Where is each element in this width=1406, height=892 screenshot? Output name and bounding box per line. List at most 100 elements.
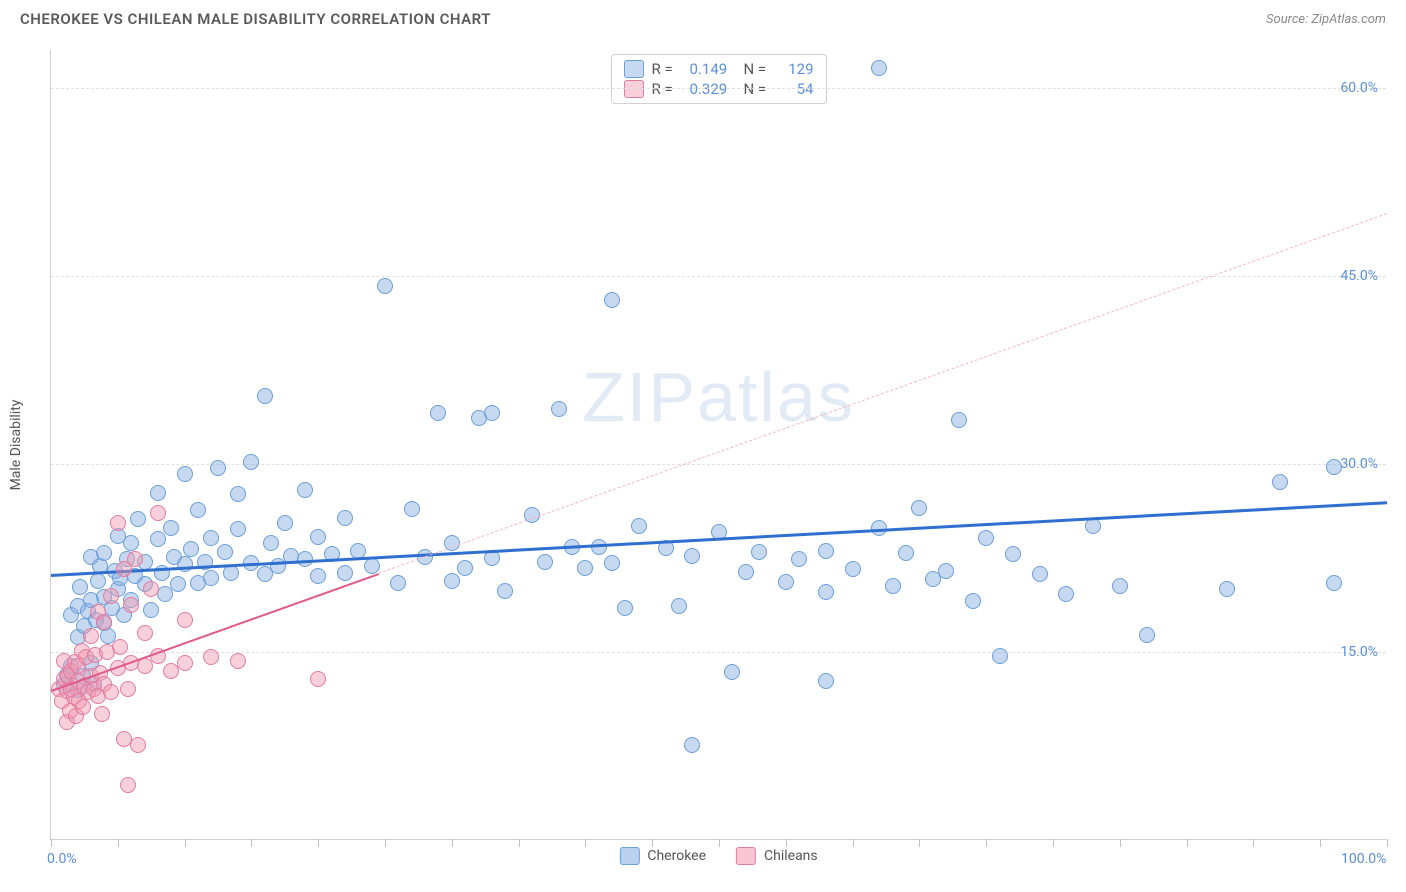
- data-point: [277, 515, 293, 531]
- x-tick: [1387, 839, 1388, 847]
- data-point: [537, 554, 553, 570]
- data-point: [210, 460, 226, 476]
- data-point: [1139, 627, 1155, 643]
- grid-line: [51, 88, 1386, 89]
- data-point: [137, 625, 153, 641]
- data-point: [1112, 578, 1128, 594]
- data-point: [96, 545, 112, 561]
- x-tick: [919, 839, 920, 847]
- data-point: [190, 502, 206, 518]
- y-tick-label: 15.0%: [1340, 644, 1378, 660]
- data-point: [310, 529, 326, 545]
- data-point: [120, 777, 136, 793]
- data-point: [270, 558, 286, 574]
- y-tick-label: 45.0%: [1340, 268, 1378, 284]
- legend-swatch: [624, 60, 644, 78]
- data-point: [1326, 459, 1342, 475]
- data-point: [631, 518, 647, 534]
- data-point: [112, 639, 128, 655]
- data-point: [1219, 581, 1235, 597]
- x-tick: [1120, 839, 1121, 847]
- data-point: [177, 556, 193, 572]
- legend-swatch: [736, 847, 756, 865]
- data-point: [724, 664, 740, 680]
- data-point: [684, 737, 700, 753]
- data-point: [671, 598, 687, 614]
- x-tick-label: 0.0%: [47, 851, 77, 867]
- data-point: [1326, 575, 1342, 591]
- data-point: [127, 551, 143, 567]
- data-point: [845, 561, 861, 577]
- legend-swatch: [624, 80, 644, 98]
- data-point: [310, 671, 326, 687]
- data-point: [116, 731, 132, 747]
- data-point: [751, 544, 767, 560]
- x-tick: [1187, 839, 1188, 847]
- data-point: [123, 597, 139, 613]
- legend-swatch: [619, 847, 639, 865]
- x-tick: [185, 839, 186, 847]
- data-point: [978, 530, 994, 546]
- legend-r-label: R =: [652, 60, 682, 78]
- data-point: [230, 521, 246, 537]
- legend-series-label: Chileans: [764, 848, 818, 864]
- data-point: [1272, 474, 1288, 490]
- data-point: [163, 520, 179, 536]
- source-label: Source: ZipAtlas.com: [1266, 12, 1386, 27]
- trend-line: [378, 213, 1387, 574]
- data-point: [143, 581, 159, 597]
- y-axis-title: Male Disability: [8, 399, 24, 490]
- data-point: [430, 405, 446, 421]
- legend-series-label: Cherokee: [647, 848, 706, 864]
- x-tick: [1053, 839, 1054, 847]
- data-point: [684, 548, 700, 564]
- y-tick-label: 30.0%: [1340, 456, 1378, 472]
- data-point: [177, 655, 193, 671]
- data-point: [364, 558, 380, 574]
- grid-line: [51, 276, 1386, 277]
- x-tick: [585, 839, 586, 847]
- legend-stats: R =0.149N =129R =0.329N =54: [611, 54, 827, 104]
- data-point: [604, 555, 620, 571]
- data-point: [150, 505, 166, 521]
- data-point: [1005, 546, 1021, 562]
- x-tick: [519, 839, 520, 847]
- data-point: [1032, 566, 1048, 582]
- x-tick: [652, 839, 653, 847]
- data-point: [263, 535, 279, 551]
- data-point: [484, 405, 500, 421]
- y-tick-label: 60.0%: [1340, 80, 1378, 96]
- grid-line: [51, 652, 1386, 653]
- data-point: [110, 515, 126, 531]
- trend-line: [51, 501, 1387, 576]
- data-point: [497, 583, 513, 599]
- data-point: [120, 681, 136, 697]
- data-point: [83, 628, 99, 644]
- data-point: [183, 541, 199, 557]
- x-tick: [51, 839, 52, 847]
- legend-stats-row: R =0.149N =129: [624, 59, 814, 79]
- data-point: [150, 531, 166, 547]
- data-point: [898, 545, 914, 561]
- legend-r-label: R =: [652, 80, 682, 98]
- legend-stats-row: R =0.329N =54: [624, 79, 814, 99]
- data-point: [818, 584, 834, 600]
- data-point: [992, 648, 1008, 664]
- data-point: [404, 501, 420, 517]
- data-point: [617, 600, 633, 616]
- x-tick: [1253, 839, 1254, 847]
- data-point: [96, 614, 112, 630]
- legend-series-item: Cherokee: [619, 847, 706, 865]
- data-point: [938, 563, 954, 579]
- data-point: [230, 486, 246, 502]
- data-point: [390, 575, 406, 591]
- data-point: [818, 543, 834, 559]
- data-point: [103, 684, 119, 700]
- data-point: [604, 292, 620, 308]
- data-point: [103, 588, 119, 604]
- legend-series-item: Chileans: [736, 847, 818, 865]
- data-point: [123, 535, 139, 551]
- data-point: [871, 60, 887, 76]
- chart-title: CHEROKEE VS CHILEAN MALE DISABILITY CORR…: [20, 10, 491, 28]
- x-tick-label: 100.0%: [1341, 851, 1386, 867]
